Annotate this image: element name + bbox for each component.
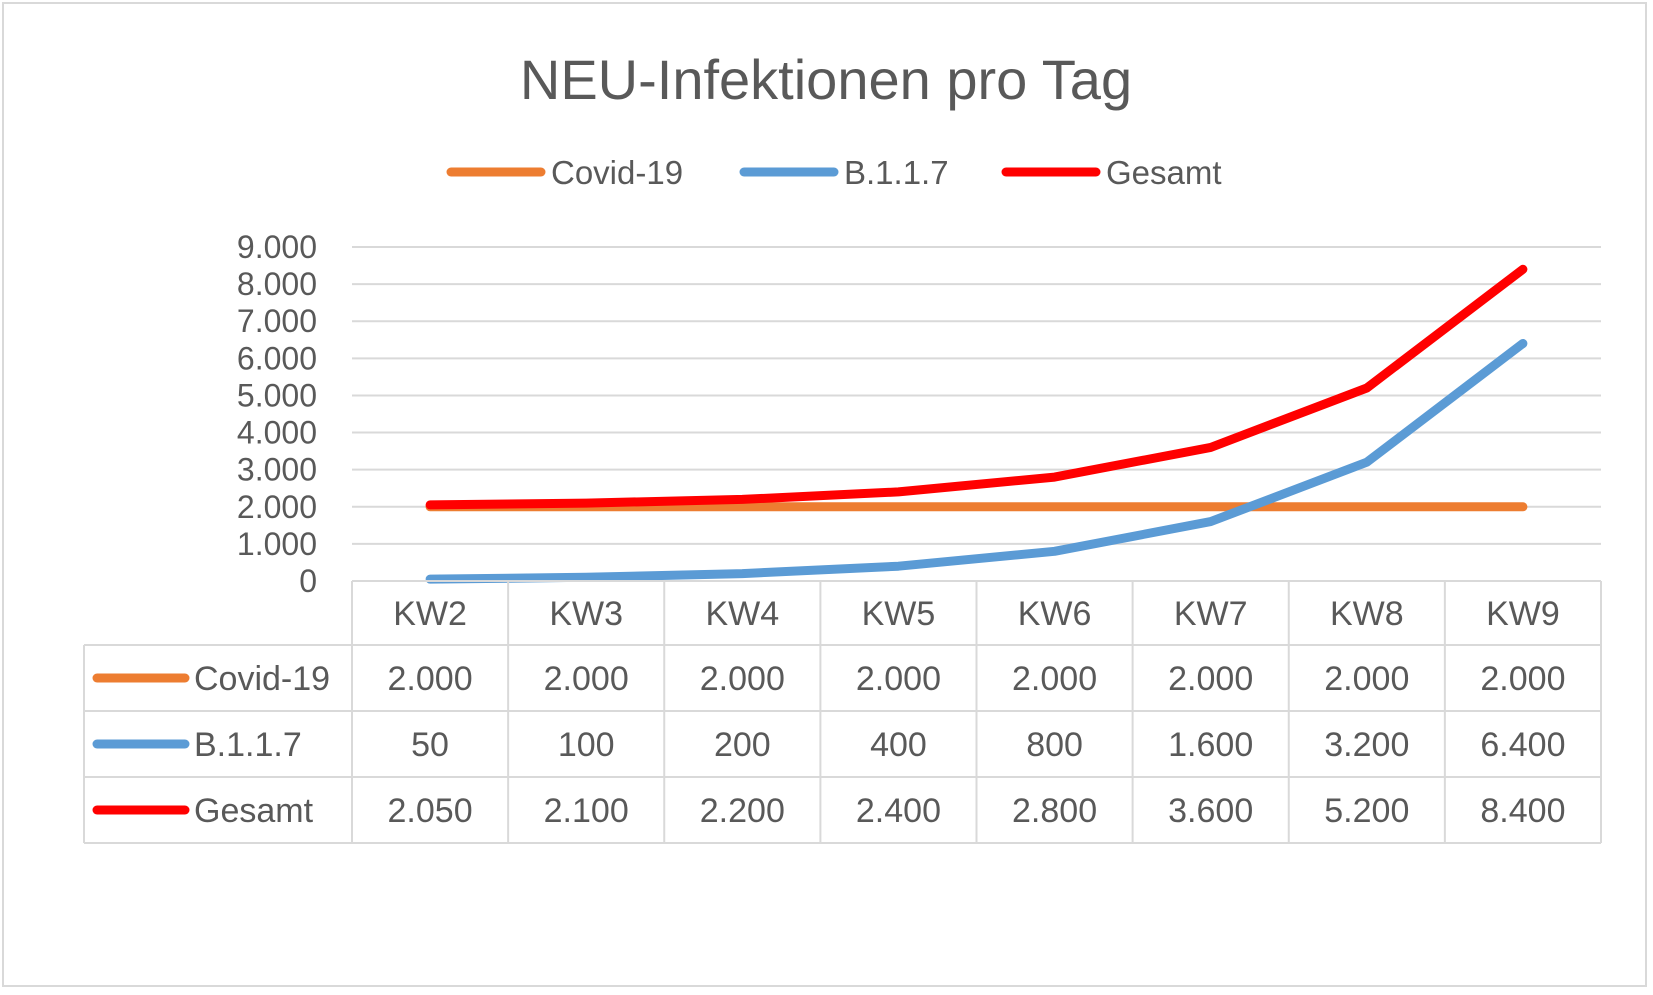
table-cell: 2.100	[544, 792, 629, 830]
category-label: KW6	[1018, 595, 1092, 633]
chart-title: NEU-Infektionen pro Tag	[520, 48, 1132, 111]
table-cell: 5.200	[1324, 792, 1409, 830]
y-tick-label: 7.000	[237, 303, 317, 339]
category-label: KW9	[1486, 595, 1560, 633]
y-tick-label: 5.000	[237, 377, 317, 413]
y-tick-label: 8.000	[237, 266, 317, 302]
category-label: KW7	[1174, 595, 1248, 633]
table-cell: 2.000	[700, 660, 785, 698]
table-row-label: Gesamt	[194, 792, 314, 830]
y-axis: 01.0002.0003.0004.0005.0006.0007.0008.00…	[237, 229, 317, 599]
table-cell: 800	[1026, 726, 1083, 764]
y-tick-label: 0	[299, 563, 317, 599]
table-cell: 3.200	[1324, 726, 1409, 764]
table-cell: 6.400	[1480, 726, 1565, 764]
table-cell: 8.400	[1480, 792, 1565, 830]
table-cell: 2.050	[388, 792, 473, 830]
table-cell: 1.600	[1168, 726, 1253, 764]
line-chart: NEU-Infektionen pro Tag Covid-19 B.1.1.7 G…	[83, 48, 1602, 844]
table-cell: 2.000	[856, 660, 941, 698]
y-tick-label: 6.000	[237, 340, 317, 376]
table-cell: 200	[714, 726, 771, 764]
table-cell: 2.000	[544, 660, 629, 698]
table-row-label: Covid-19	[194, 660, 330, 698]
table-cell: 2.000	[1168, 660, 1253, 698]
table-cell: 2.800	[1012, 792, 1097, 830]
table-row-label: B.1.1.7	[194, 726, 302, 764]
y-tick-label: 2.000	[237, 489, 317, 525]
table-cell: 3.600	[1168, 792, 1253, 830]
table-cell: 2.000	[1324, 660, 1409, 698]
table-cell: 2.200	[700, 792, 785, 830]
series-line	[425, 339, 1528, 584]
category-label: KW8	[1330, 595, 1404, 633]
category-label: KW3	[549, 595, 623, 633]
table-cell: 50	[411, 726, 449, 764]
table-cell: 2.000	[1012, 660, 1097, 698]
y-tick-label: 1.000	[237, 526, 317, 562]
table-cell: 2.000	[388, 660, 473, 698]
category-label: KW5	[862, 595, 936, 633]
y-tick-label: 3.000	[237, 452, 317, 488]
table-cell: 400	[870, 726, 927, 764]
series-lines	[425, 264, 1528, 584]
series-line	[425, 264, 1528, 510]
legend-label: B.1.1.7	[844, 154, 949, 191]
category-label: KW4	[705, 595, 779, 633]
legend-label: Gesamt	[1106, 154, 1222, 191]
table-cell: 2.400	[856, 792, 941, 830]
category-label: KW2	[393, 595, 467, 633]
y-tick-label: 4.000	[237, 415, 317, 451]
data-table: KW2 KW3 KW4 KW5 KW6 KW7 KW8 KW9 Covid-19 2.000 2.0…	[83, 580, 1602, 844]
legend: Covid-19 B.1.1.7 Gesamt	[446, 154, 1222, 191]
table-cell: 2.000	[1480, 660, 1565, 698]
y-tick-label: 9.000	[237, 229, 317, 265]
table-cell: 100	[558, 726, 615, 764]
legend-label: Covid-19	[551, 154, 683, 191]
